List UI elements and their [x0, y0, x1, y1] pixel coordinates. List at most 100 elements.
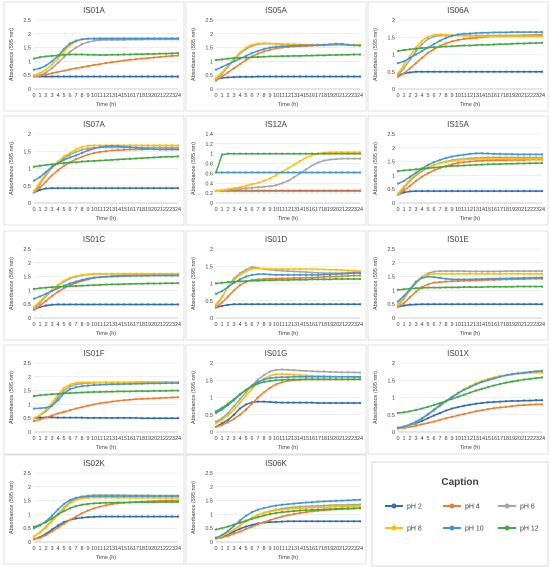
data-point	[250, 387, 254, 391]
x-tick-label: 15	[485, 322, 491, 328]
data-point	[310, 189, 314, 193]
data-point	[220, 422, 224, 425]
data-point	[310, 501, 314, 504]
data-point	[244, 303, 248, 306]
data-point	[98, 390, 102, 394]
data-point	[226, 152, 230, 155]
x-tick-label: 21	[521, 93, 527, 99]
data-point	[456, 161, 460, 165]
data-point	[510, 42, 514, 46]
x-tick-label: 20	[151, 546, 157, 552]
x-tick-label: 3	[232, 436, 235, 442]
x-tick-label: 11	[461, 322, 467, 328]
data-point	[152, 186, 156, 190]
data-point	[164, 282, 168, 285]
x-tick-label: 10	[455, 322, 461, 328]
data-point	[462, 412, 466, 416]
data-point	[256, 152, 260, 155]
data-point	[128, 145, 132, 149]
data-point	[408, 190, 412, 193]
data-point	[128, 53, 132, 56]
data-point	[220, 281, 224, 285]
data-point	[50, 63, 54, 66]
y-tick-label: 1.5	[387, 35, 395, 41]
data-point	[340, 268, 344, 272]
data-point	[134, 146, 138, 149]
data-point	[528, 377, 532, 381]
x-tick-label: 11	[97, 207, 103, 213]
data-point	[298, 509, 302, 512]
x-tick-label: 19	[327, 93, 333, 99]
data-point	[534, 157, 538, 161]
data-point	[122, 145, 126, 148]
x-tick-label: 4	[420, 436, 423, 442]
data-point	[226, 295, 230, 298]
x-tick-label: 15	[485, 93, 491, 99]
x-tick-label: 14	[479, 322, 485, 328]
x-tick-label: 7	[438, 93, 441, 99]
data-point	[92, 144, 96, 147]
x-tick-label: 5	[426, 322, 429, 328]
data-point	[304, 270, 308, 274]
data-point	[402, 301, 406, 305]
data-point	[310, 152, 314, 155]
data-point	[92, 63, 96, 67]
data-point	[498, 31, 502, 34]
data-point	[56, 75, 60, 78]
data-point	[140, 496, 144, 500]
x-tick-label: 23	[169, 322, 175, 328]
x-tick-label: 4	[56, 436, 59, 442]
data-point	[298, 505, 302, 508]
data-point	[274, 303, 278, 306]
y-tick-label: 0	[392, 316, 395, 322]
data-point	[274, 42, 278, 45]
data-point	[274, 373, 278, 376]
data-point	[274, 278, 278, 282]
data-point	[316, 276, 320, 279]
x-tick-label: 20	[151, 322, 157, 328]
x-tick-label: 8	[262, 207, 265, 213]
data-point	[92, 416, 96, 420]
data-point	[286, 189, 290, 193]
data-point	[104, 515, 108, 518]
data-point	[474, 189, 478, 193]
data-point	[286, 54, 290, 58]
data-point	[32, 394, 36, 398]
x-tick-label: 16	[309, 322, 315, 328]
data-point	[474, 36, 478, 40]
y-tick-label: 1	[28, 288, 31, 294]
data-point	[170, 148, 174, 151]
data-point	[152, 382, 156, 385]
x-tick-label: 4	[56, 207, 59, 213]
data-point	[510, 404, 514, 408]
y-tick-label: 2	[28, 485, 31, 491]
data-point	[528, 276, 532, 280]
data-point	[98, 283, 102, 287]
data-point	[420, 407, 424, 410]
x-tick-label: 9	[86, 93, 89, 99]
x-tick-label: 3	[50, 207, 53, 213]
data-point	[492, 377, 496, 380]
data-point	[304, 369, 308, 373]
data-point	[468, 272, 472, 276]
data-point	[62, 56, 66, 59]
data-point	[528, 399, 532, 402]
data-point	[152, 303, 156, 306]
data-point	[262, 514, 266, 517]
data-point	[104, 381, 108, 384]
data-point	[540, 371, 544, 374]
data-point	[74, 383, 78, 386]
data-point	[134, 501, 138, 504]
data-point	[274, 47, 278, 50]
data-point	[498, 42, 502, 46]
chart-title: IS01A	[83, 6, 105, 15]
data-point	[152, 272, 156, 276]
x-tick-label: 19	[327, 207, 333, 213]
x-tick-label: 6	[432, 93, 435, 99]
data-point	[352, 271, 356, 275]
data-point	[262, 75, 266, 78]
data-point	[86, 515, 90, 519]
series-ph-2	[396, 189, 544, 196]
